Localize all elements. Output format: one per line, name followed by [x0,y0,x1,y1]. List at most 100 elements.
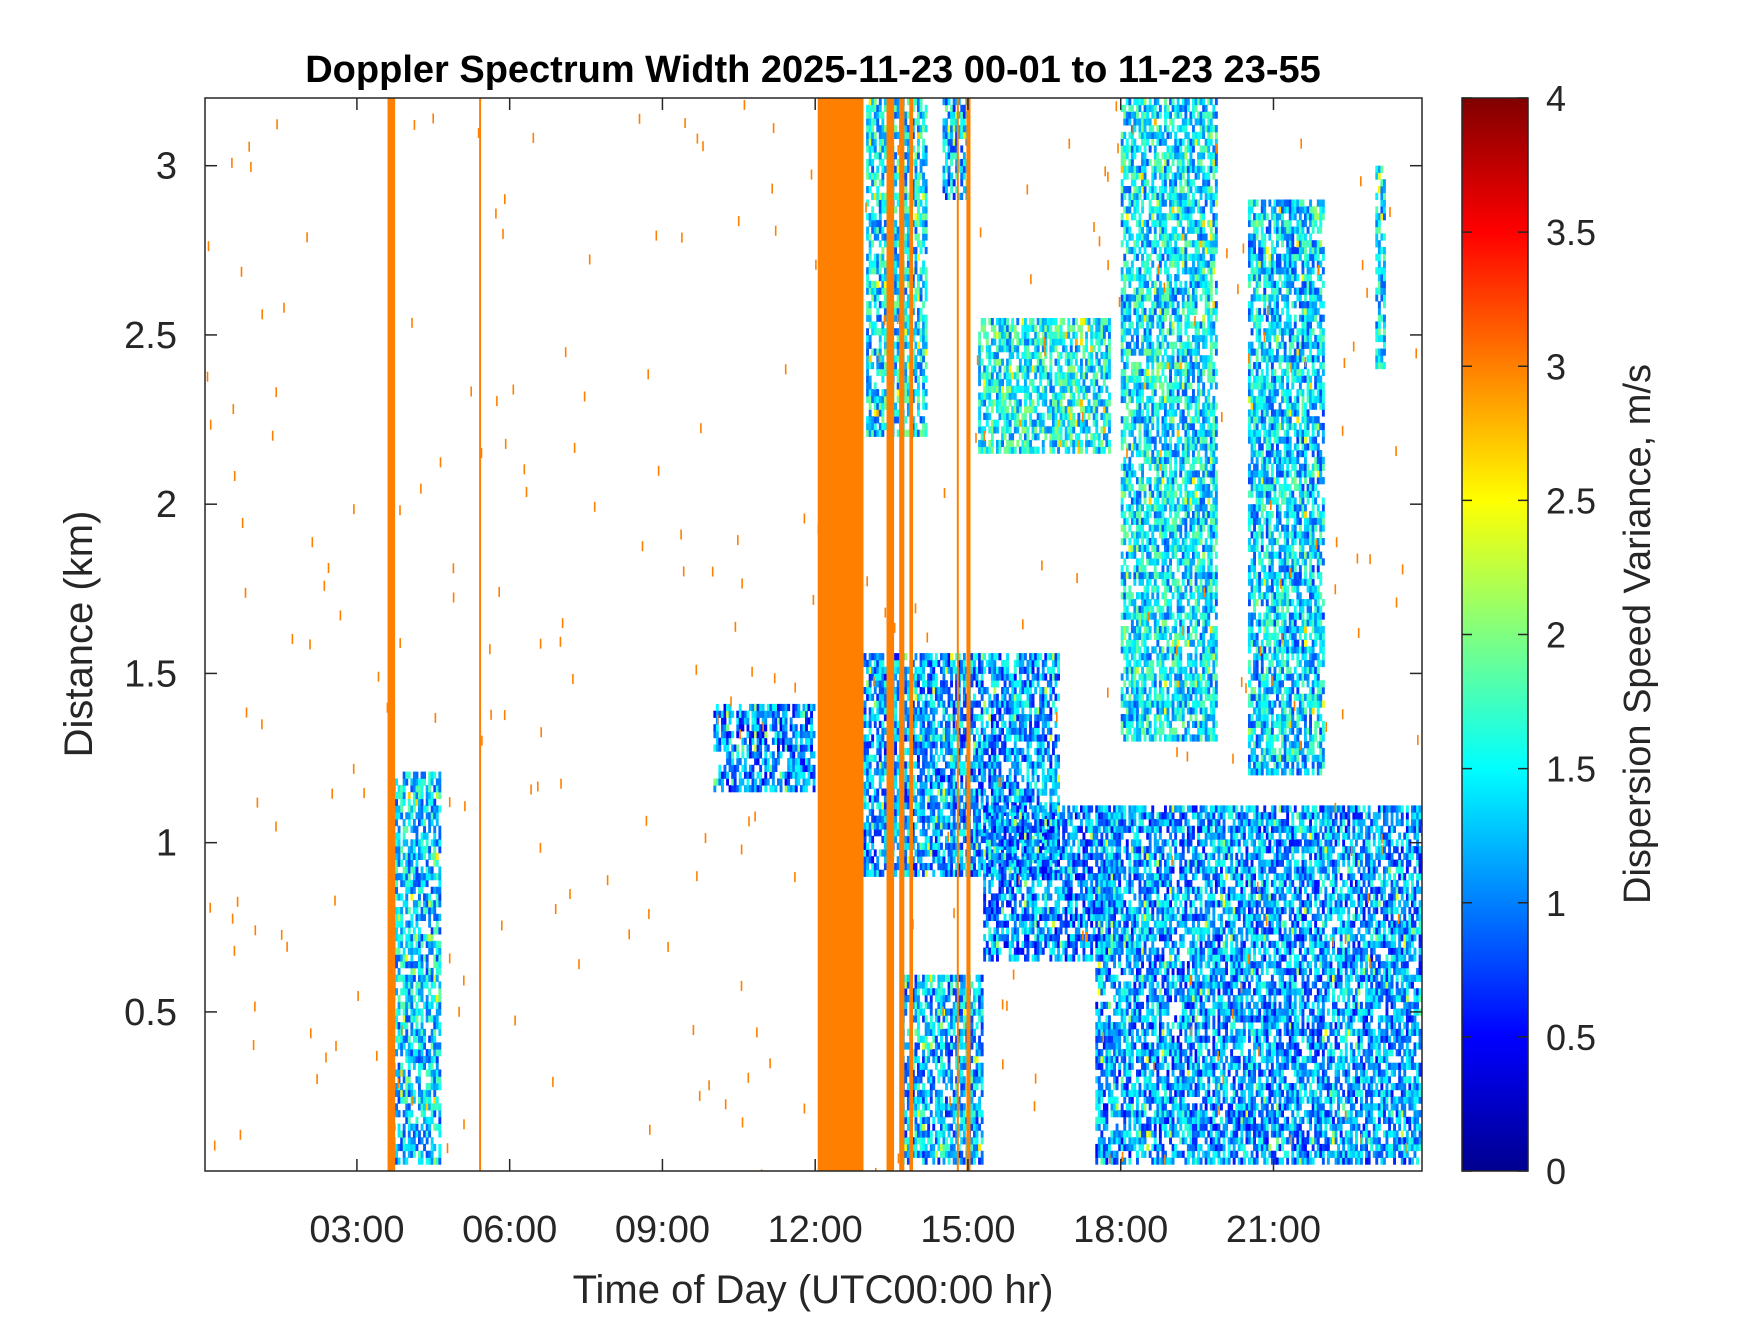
heatmap-cell [425,859,429,867]
heatmap-cell [1164,859,1167,867]
heatmap-cell [1105,893,1109,901]
heatmap-cell [873,659,877,668]
heatmap-cell [1049,653,1053,661]
heatmap-cell [863,829,867,837]
heatmap-cell [1138,819,1142,827]
heatmap-cell [955,734,959,742]
heatmap-cell [415,1055,419,1064]
heatmap-cell [1148,967,1152,976]
heatmap-cell [894,659,897,668]
heatmap-cell [1130,920,1134,928]
heatmap-cell [942,869,946,877]
heatmap-cell [1090,920,1094,928]
heatmap-cell [1133,805,1137,813]
heatmap-cell [904,653,908,661]
heatmap-cell [983,805,987,813]
heatmap-cell [1156,1143,1160,1152]
heatmap-cell [947,747,951,756]
heatmap-cell [1011,825,1015,833]
heatmap-cell [759,771,763,779]
heatmap-cell [1166,893,1170,901]
heatmap-cell [1161,1116,1165,1124]
heatmap-cell [1067,819,1071,827]
heatmap-cell [1034,839,1038,847]
heatmap-cell [807,744,811,752]
heatmap-cell [1046,700,1050,708]
heatmap-cell [1138,1110,1142,1118]
heatmap-cell [425,995,429,1003]
heatmap-cell [1105,913,1109,921]
heatmap-cell [1090,832,1094,840]
heatmap-cell [1130,866,1134,874]
heatmap-cell [1082,879,1086,888]
heatmap-cell [802,758,806,766]
heatmap-cell [430,947,434,955]
heatmap-cell [1148,893,1152,901]
heatmap-cell [973,761,976,769]
heatmap-cell [1082,900,1086,908]
heatmap-cell [713,778,717,786]
heatmap-cell [1118,1042,1122,1050]
heatmap-cell [1118,873,1122,881]
heatmap-cell [929,741,933,749]
heatmap-cell [1108,1042,1111,1050]
heatmap-cell [425,1137,429,1145]
heatmap-cell [407,940,411,948]
heatmap-cell [983,835,987,844]
heatmap-cell [754,731,757,739]
heatmap-cell [438,832,442,840]
heatmap-cell [1105,1143,1109,1152]
heatmap-cell [957,673,961,681]
heatmap-cell [881,707,885,715]
heatmap-cell [998,761,1002,769]
heatmap-cell [873,815,877,823]
heatmap-cell [957,734,961,742]
heatmap-cell [425,866,429,874]
heatmap-cell [797,731,801,739]
heatmap-cell [1130,1083,1134,1091]
heatmap-cell [950,808,953,816]
heatmap-cell [1092,873,1096,881]
heatmap-cell [425,839,429,847]
heatmap-cell [1141,1137,1144,1145]
heatmap-cell [415,1001,419,1009]
heatmap-cell [797,778,801,786]
heatmap-cell [1153,1096,1157,1104]
heatmap-cell [1082,907,1086,915]
heatmap-cell [1018,900,1022,908]
heatmap-cell [1074,934,1078,942]
heatmap-cell [1001,907,1004,915]
heatmap-cell [420,940,424,948]
heatmap-cell [904,707,908,715]
heatmap-cell [1108,1001,1111,1009]
heatmap-cell [960,741,964,749]
heatmap-cell [1169,1157,1172,1165]
heatmap-cell [1054,659,1058,668]
heatmap-cell [996,846,999,854]
heatmap-cell [993,714,997,722]
heatmap-cell [990,947,994,955]
heatmap-cell [1141,846,1144,854]
heatmap-cell [420,1049,424,1057]
heatmap-cell [1029,781,1032,789]
heatmap-cell [761,717,765,725]
heatmap-cell [410,961,414,969]
heatmap-cell [927,700,931,708]
heatmap-cell [1036,673,1040,681]
heatmap-cell [1046,913,1050,921]
heatmap-cell [420,1089,424,1097]
heatmap-cell [1054,775,1058,783]
heatmap-cell [777,731,780,739]
heatmap-cell [1011,812,1015,820]
heatmap-cell [975,869,979,877]
heatmap-cell [996,819,999,827]
heatmap-cell [1133,1089,1137,1097]
heatmap-cell [1125,927,1129,935]
heatmap-cell [405,812,409,820]
heatmap-cell [1018,687,1022,695]
heatmap-cell [873,673,877,681]
heatmap-cell [1013,832,1017,840]
heatmap-cell [1026,768,1030,776]
heatmap-cell [405,981,409,989]
heatmap-cell [438,947,442,955]
